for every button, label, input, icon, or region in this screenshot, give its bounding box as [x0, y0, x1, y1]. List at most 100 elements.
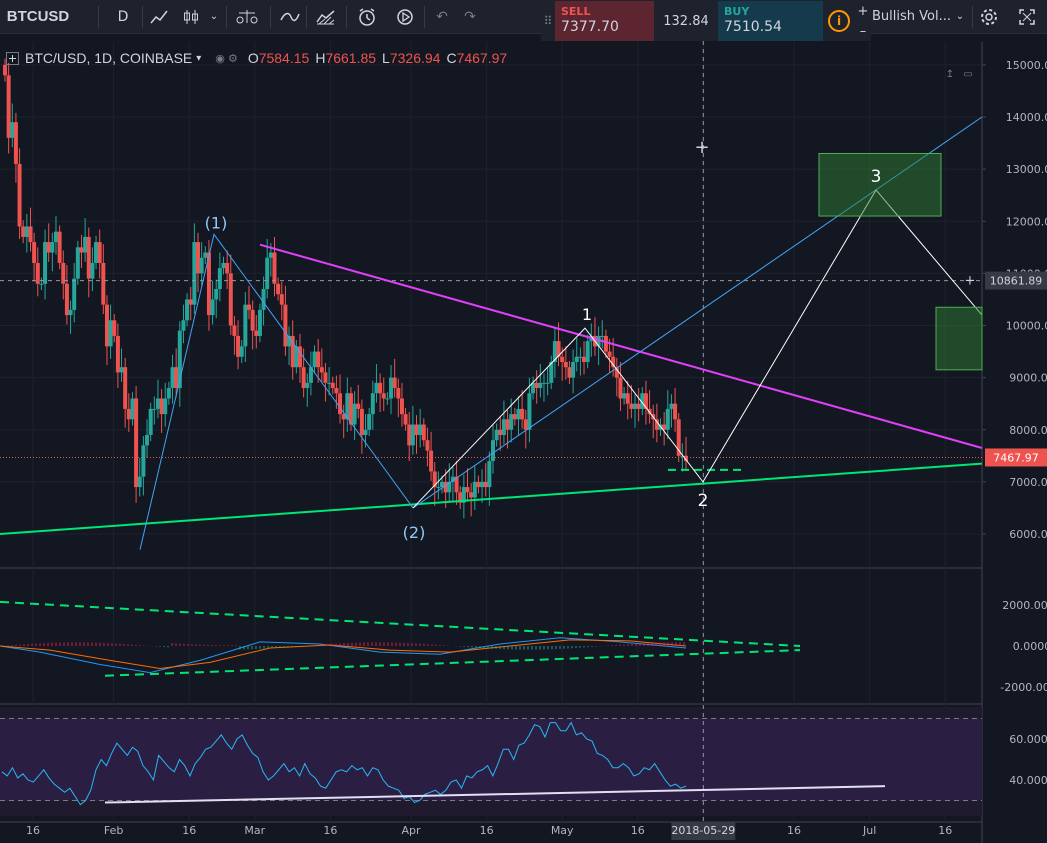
drag-handle-icon[interactable]: ⠿ [541, 1, 555, 41]
candle-body [188, 299, 193, 305]
price-axis-label: 8000.00 [1009, 424, 1047, 437]
line-style-icon[interactable] [276, 0, 304, 33]
candle-body [578, 356, 583, 358]
candle-body [312, 351, 317, 368]
candle-body [443, 481, 448, 493]
price-axis-label: 12000.00 [1006, 215, 1047, 228]
macd-signal-line [0, 639, 687, 670]
candle-body [367, 414, 372, 430]
divider [972, 6, 973, 28]
candle-body [232, 325, 237, 336]
fullscreen-icon[interactable] [1014, 0, 1040, 33]
area-style-icon[interactable] [312, 0, 340, 33]
candle-body [582, 356, 587, 362]
candle-body [13, 122, 18, 164]
trade-panel: ⠿ SELL 7377.70 132.84 BUY 7510.54 i + – [541, 1, 872, 41]
sell-button[interactable]: SELL 7377.70 [555, 1, 654, 41]
candle-body [611, 356, 616, 368]
candle-body [10, 122, 15, 138]
candle-body [600, 335, 605, 337]
candle-body [662, 424, 667, 430]
bar-style-icon[interactable] [146, 0, 172, 33]
candle-body [46, 242, 51, 253]
candle-body [305, 382, 310, 389]
candle-body [585, 341, 590, 362]
candles [3, 58, 688, 519]
candle-body [196, 242, 201, 274]
cursor-crosshair-icon: + [694, 137, 709, 158]
candle-body [520, 408, 525, 420]
candle-body [334, 388, 339, 394]
eye-icon[interactable]: ◉ ⚙ [215, 52, 238, 65]
candle-body [145, 434, 150, 446]
zoom-in-button[interactable]: + [857, 3, 869, 19]
last-price-label-box [985, 448, 1047, 467]
candle-body [516, 408, 521, 420]
time-axis-label: 16 [182, 824, 196, 837]
sell-label: SELL [561, 5, 591, 18]
candle-body [567, 367, 572, 378]
chart-title[interactable]: BTC/USD, 1D, COINBASE [25, 50, 193, 66]
chart-legend: BTC/USD, 1D, COINBASE ▾ ◉ ⚙ O 7584.15 H 76… [6, 48, 507, 68]
gear-icon[interactable] [976, 0, 1002, 33]
indicator-template-button[interactable]: Bullish Vol... [872, 9, 951, 24]
candle-body [68, 309, 73, 316]
candle-body [494, 429, 499, 441]
candle-body [359, 408, 364, 435]
zoom-out-button[interactable]: – [859, 23, 867, 39]
candle-body [148, 408, 153, 435]
candle-body [527, 393, 532, 430]
time-axis-label: 16 [787, 824, 801, 837]
chevron-down-icon[interactable]: ⌄ [955, 11, 965, 22]
grid-lines [0, 42, 983, 843]
interval-button[interactable]: D [117, 8, 129, 25]
candle-body [35, 262, 40, 284]
scales-icon[interactable] [232, 0, 262, 33]
candle-body [407, 424, 412, 446]
candle-body [108, 320, 113, 347]
alert-icon[interactable] [352, 0, 382, 33]
add-alert-icon: + [965, 274, 976, 289]
macd-line [0, 637, 687, 674]
redo-icon[interactable]: ↷ [464, 8, 476, 25]
last-price-label: 7467.97 [993, 451, 1039, 464]
candle-body [177, 330, 182, 389]
buy-button[interactable]: BUY 7510.54 [718, 1, 823, 41]
candle-body [6, 75, 11, 138]
candle-body [538, 382, 543, 389]
candle-body [174, 367, 179, 389]
undo-icon[interactable]: ↶ [436, 8, 448, 25]
macd-axis-label: -2000.0000 [1000, 681, 1047, 694]
candle-body [556, 341, 561, 357]
low-label: L [382, 50, 390, 66]
candle-body [596, 335, 601, 347]
candle-body [90, 262, 95, 279]
replay-icon[interactable] [390, 0, 420, 33]
candle-body [348, 393, 353, 425]
candle-body [287, 335, 292, 347]
candle-style-icon[interactable] [178, 0, 204, 33]
candle-body [374, 382, 379, 394]
candle-body [472, 481, 477, 498]
close-value: 7467.97 [456, 50, 508, 66]
candle-body [43, 242, 48, 284]
time-axis-label: 16 [480, 824, 494, 837]
candle-body [614, 367, 619, 378]
top-toolbar: BTCUSD D ⌄ ↶ ↷ Bullish Vol... ⌄ [0, 0, 1047, 34]
macd-lower-dashed-trend [104, 649, 801, 677]
chevron-down-icon[interactable]: ▾ [196, 52, 202, 64]
chevron-down-icon[interactable]: ⌄ [209, 11, 219, 22]
candle-body [50, 242, 55, 253]
candle-body [338, 393, 343, 415]
candle-body [181, 320, 186, 331]
symbol-search[interactable]: BTCUSD [6, 8, 70, 25]
candle-body [571, 361, 576, 378]
target-box-upper [818, 152, 942, 217]
candle-body [352, 403, 357, 425]
target-box-lower [935, 306, 983, 371]
collapse-legend-icon[interactable] [6, 51, 19, 65]
info-button[interactable]: i [823, 1, 855, 41]
candle-body [64, 283, 69, 316]
time-axis-label: May [551, 824, 574, 837]
